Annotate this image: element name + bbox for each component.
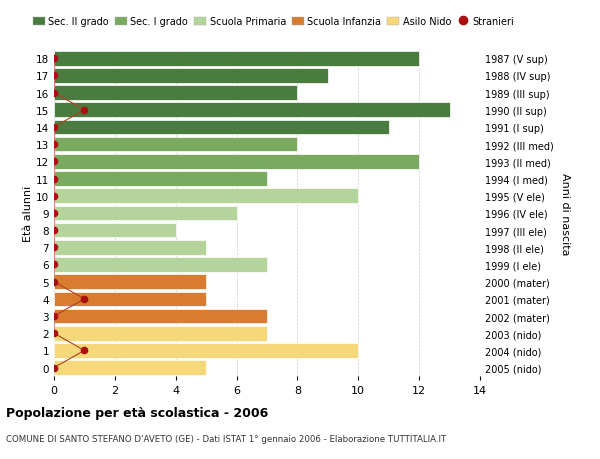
Bar — [54, 172, 267, 186]
Bar — [54, 241, 206, 255]
Bar — [54, 275, 206, 289]
Bar — [54, 326, 267, 341]
Bar — [54, 360, 206, 375]
Bar — [54, 223, 176, 238]
Y-axis label: Anni di nascita: Anni di nascita — [560, 172, 570, 255]
Text: Popolazione per età scolastica - 2006: Popolazione per età scolastica - 2006 — [6, 406, 268, 419]
Bar — [54, 86, 298, 101]
Legend: Sec. II grado, Sec. I grado, Scuola Primaria, Scuola Infanzia, Asilo Nido, Stran: Sec. II grado, Sec. I grado, Scuola Prim… — [29, 13, 518, 31]
Bar — [54, 103, 449, 118]
Bar — [54, 309, 267, 324]
Bar — [54, 343, 358, 358]
Bar — [54, 69, 328, 84]
Bar — [54, 155, 419, 169]
Bar — [54, 206, 236, 221]
Bar — [54, 189, 358, 204]
Y-axis label: Età alunni: Età alunni — [23, 185, 33, 241]
Bar — [54, 292, 206, 307]
Bar — [54, 257, 267, 272]
Bar — [54, 138, 298, 152]
Bar — [54, 52, 419, 67]
Bar — [54, 120, 389, 135]
Text: COMUNE DI SANTO STEFANO D'AVETO (GE) - Dati ISTAT 1° gennaio 2006 - Elaborazione: COMUNE DI SANTO STEFANO D'AVETO (GE) - D… — [6, 434, 446, 443]
